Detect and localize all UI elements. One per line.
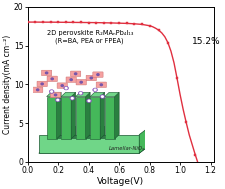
X-axis label: Voltage(V): Voltage(V) <box>97 177 144 186</box>
Y-axis label: Current density(mA cm⁻²): Current density(mA cm⁻²) <box>3 35 12 134</box>
Text: 15.2%: 15.2% <box>191 37 220 46</box>
Text: 2D perovskite R₂MAₙPb₄I₁₃: 2D perovskite R₂MAₙPb₄I₁₃ <box>47 30 134 36</box>
Text: (R=BA, PEA or FPEA): (R=BA, PEA or FPEA) <box>55 38 124 44</box>
